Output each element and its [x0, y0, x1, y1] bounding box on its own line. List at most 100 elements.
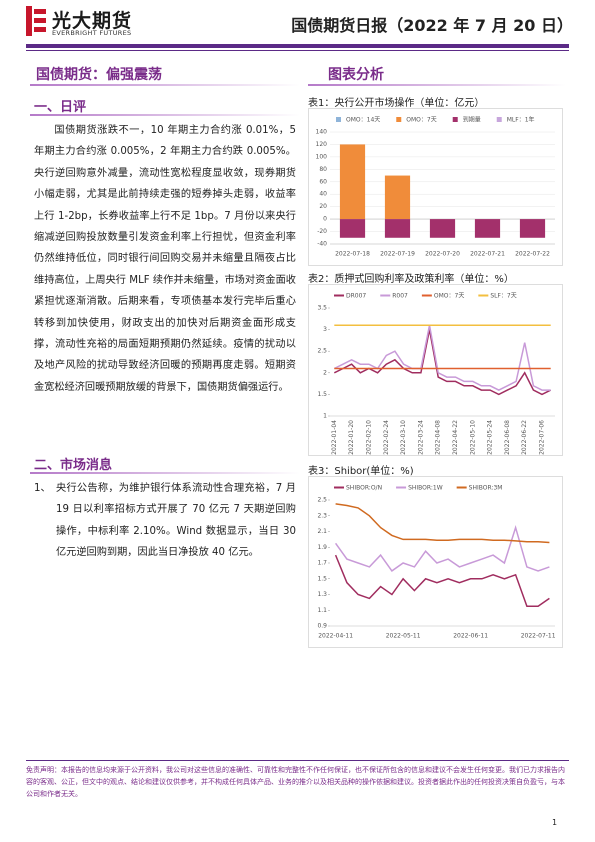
- chart: OMO：14天 OMO：7天 到期量 MLF：1年 -40 -20 0 20 40 60 80 100…: [308, 108, 563, 266]
- bar: [339, 144, 366, 220]
- right-title-line: [308, 84, 566, 86]
- x-tick-label: 2022-01-04: [331, 420, 338, 455]
- y-tick-label: 2.5: [317, 348, 327, 355]
- paragraph: 国债期货涨跌不一，10 年期主力合约涨 0.01%，5 年期主力合约涨 0.00…: [34, 125, 296, 393]
- x-tick-label: 2022-06-11: [453, 633, 488, 640]
- x-tick-label: 2022-02-10: [365, 420, 372, 455]
- legend-label: MLF：1年: [507, 116, 535, 124]
- section-title: 二、市场消息: [34, 458, 113, 473]
- line-series: [333, 325, 551, 391]
- y-tick-label: 2: [323, 369, 327, 376]
- header-line: [26, 50, 569, 51]
- y-tick-label: 0.9: [317, 623, 327, 630]
- disclaimer: 免责声明：本报告的信息均来源于公开资料，我公司对这些信息的准确性、可靠性和完整性…: [26, 766, 565, 798]
- y-tick-label: 1.5: [317, 391, 327, 398]
- y-tick-label: 140: [316, 129, 328, 136]
- section-line: [30, 472, 300, 474]
- x-tick-label: 2022-07-21: [470, 251, 505, 258]
- y-tick-label: 100: [316, 153, 328, 160]
- y-tick-label: 0: [323, 216, 327, 223]
- headline: 国债期货：偏强震荡: [36, 67, 162, 83]
- y-tick-label: 20: [319, 203, 327, 210]
- legend-label: DR007: [346, 293, 366, 300]
- y-tick-label: 2.3: [317, 512, 327, 519]
- legend-swatch: [496, 117, 502, 122]
- section-line: [30, 114, 300, 116]
- item-number: 1、: [34, 483, 51, 494]
- legend-swatch: [452, 117, 458, 122]
- bar: [519, 219, 546, 238]
- bar: [429, 219, 456, 238]
- y-tick-label: 1.9: [317, 544, 327, 551]
- y-tick-label: 2.5: [317, 497, 327, 504]
- x-tick-label: 2022-02-24: [383, 420, 390, 455]
- caption: 表1：央行公开市场操作（单位：亿元）: [308, 98, 485, 109]
- x-tick-label: 2022-01-20: [348, 420, 355, 455]
- y-tick-label: 80: [319, 166, 327, 173]
- x-tick-label: 2022-07-20: [425, 251, 460, 258]
- x-tick-label: 2022-07-22: [515, 251, 550, 258]
- bar: [384, 175, 411, 220]
- x-tick-label: 2022-07-19: [380, 251, 415, 258]
- header-title: 国债期货日报（2022 年 7 月 20 日）: [291, 16, 573, 35]
- y-tick-label: 40: [319, 191, 327, 198]
- legend-swatch: [336, 117, 341, 122]
- bar: [384, 219, 411, 238]
- page-number: 1: [552, 818, 558, 827]
- caption: 表3：Shibor(单位：%): [308, 466, 414, 477]
- x-tick-label: 2022-05-11: [386, 633, 421, 640]
- y-tick-label: 2.1: [317, 528, 327, 535]
- x-tick-label: 2022-06-22: [521, 420, 528, 455]
- legend-label: SHIBOR:3M: [469, 485, 503, 492]
- legend-label: OMO：7天: [406, 117, 436, 124]
- y-tick-label: 1.3: [317, 591, 327, 598]
- line-series: [335, 503, 550, 544]
- chart: SHIBOR:O/N SHIBOR:1W SHIBOR:3M 0.9 1.1 1.3 1.5…: [308, 476, 563, 648]
- x-tick-label: 2022-07-11: [521, 633, 556, 640]
- y-tick-label: 1.5: [317, 575, 327, 582]
- x-tick-label: 2022-06-08: [504, 420, 511, 455]
- y-tick-label: 3: [323, 326, 327, 333]
- item-text: 央行公告称，为维护银行体系流动性合理充裕，7 月 19 日以利率招标方式开展了 …: [56, 483, 296, 559]
- bar: [339, 219, 366, 238]
- logo-icon: [26, 6, 46, 36]
- section-title: 一、日评: [34, 100, 87, 115]
- y-tick-label: 1: [323, 413, 327, 420]
- x-tick-label: 2022-04-11: [318, 633, 353, 640]
- caption: 表2：质押式回购利率及政策利率（单位：%）: [308, 274, 514, 285]
- x-tick-label: 2022-07-06: [539, 420, 546, 455]
- y-tick-label: 1.1: [317, 607, 327, 614]
- headline-line: [30, 84, 300, 86]
- chart: DR007 R007 OMO：7天 SLF：7天 1 1.5 2 2.5 3 3.5 2022-01…: [308, 284, 563, 456]
- legend-label: SHIBOR:O/N: [346, 485, 382, 492]
- y-tick-label: -40: [317, 241, 327, 248]
- chart-frame: [308, 284, 563, 456]
- y-tick-label: 1.7: [317, 560, 327, 567]
- legend-label: SLF：7天: [490, 293, 516, 300]
- legend-label: R007: [392, 293, 408, 300]
- logo-en: EVERBRIGHT FUTURES: [52, 29, 132, 37]
- y-tick-label: 120: [316, 141, 328, 148]
- y-tick-label: 60: [319, 178, 327, 185]
- line-series: [334, 525, 550, 572]
- x-tick-label: 2022-03-10: [400, 420, 407, 455]
- x-tick-label: 2022-04-08: [435, 420, 442, 455]
- bar: [474, 219, 501, 238]
- legend-label: OMO：7天: [434, 293, 464, 300]
- x-tick-label: 2022-03-24: [417, 420, 424, 455]
- line-series: [334, 554, 550, 608]
- y-tick-label: 3.5: [317, 305, 327, 312]
- right-title: 图表分析: [328, 67, 384, 83]
- header-bar: [26, 44, 569, 48]
- y-tick-label: -20: [317, 228, 327, 235]
- x-tick-label: 2022-05-24: [487, 420, 494, 455]
- x-tick-label: 2022-05-10: [469, 420, 476, 455]
- legend-label: SHIBOR:1W: [408, 485, 443, 492]
- legend-label: 到期量: [463, 116, 481, 124]
- x-tick-label: 2022-04-22: [452, 420, 459, 455]
- legend-label: OMO：14天: [346, 117, 380, 124]
- legend-swatch: [396, 117, 402, 122]
- x-tick-label: 2022-07-18: [335, 251, 370, 258]
- news-item: 1、 央行公告称，为维护银行体系流动性合理充裕，7 月 19 日以利率招标方式开展…: [34, 478, 296, 564]
